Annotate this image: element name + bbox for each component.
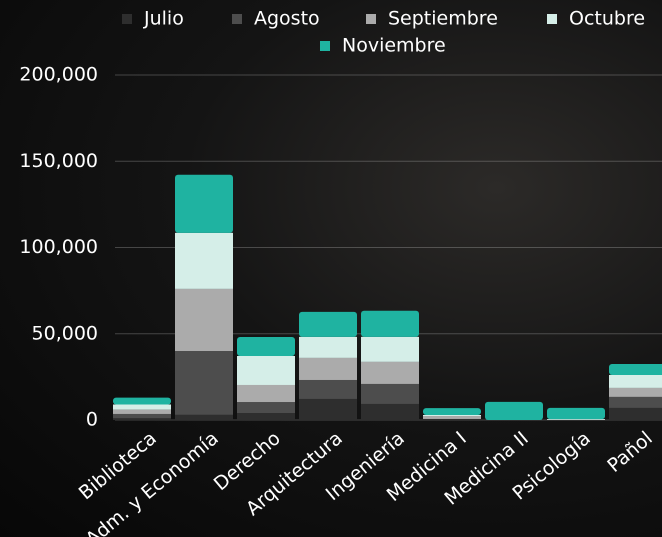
bar-segment xyxy=(175,414,233,420)
bar-segment xyxy=(361,383,419,404)
bar-segment xyxy=(113,404,171,410)
bar-segment xyxy=(609,407,662,420)
bar-segment xyxy=(113,413,171,419)
bar-segment xyxy=(113,418,171,420)
bar-segment xyxy=(423,414,481,417)
legend-marker xyxy=(366,14,376,24)
bar-segment xyxy=(175,351,233,415)
bar-segment xyxy=(609,374,662,388)
legend-marker xyxy=(122,14,132,24)
bar-segment xyxy=(237,413,295,420)
bar-segment xyxy=(299,357,357,380)
bar-segment xyxy=(299,336,357,358)
bar-segment xyxy=(609,396,662,408)
bar-segment xyxy=(423,416,481,419)
y-tick-label: 150,000 xyxy=(19,150,98,172)
bar-segment xyxy=(237,402,295,414)
legend-label: Julio xyxy=(143,8,184,30)
y-tick-label: 200,000 xyxy=(19,64,98,86)
bar-segment xyxy=(547,407,605,420)
bar-segment xyxy=(423,418,481,420)
bar-segment xyxy=(175,288,233,351)
bar-segment xyxy=(361,336,419,362)
bar-segment xyxy=(361,361,419,384)
x-tick-label: Pañol xyxy=(603,427,656,477)
bar-segment xyxy=(609,363,662,375)
legend-marker xyxy=(232,14,242,24)
bar-segment xyxy=(113,409,171,414)
bar-segment xyxy=(175,174,233,233)
legend-label: Noviembre xyxy=(342,35,446,57)
bar-segment xyxy=(237,337,295,357)
y-tick-label: 50,000 xyxy=(32,322,98,344)
legend-marker xyxy=(547,14,557,24)
legend-label: Septiembre xyxy=(388,8,498,30)
bar-segment xyxy=(299,311,357,337)
bar-segment xyxy=(361,403,419,420)
bar-segment xyxy=(361,310,419,337)
bar-segment xyxy=(485,401,543,420)
y-tick-label: 0 xyxy=(86,409,98,431)
legend-label: Agosto xyxy=(254,8,320,30)
bar-segment xyxy=(299,379,357,399)
bar-segment xyxy=(299,398,357,420)
bar-segment xyxy=(237,356,295,385)
bar-segment xyxy=(423,408,481,415)
y-tick-label: 100,000 xyxy=(19,236,98,258)
bar-segment xyxy=(237,384,295,403)
bar-segment xyxy=(175,232,233,289)
bar-segment xyxy=(113,397,171,405)
bar-segment xyxy=(609,387,662,397)
legend-label: Octubre xyxy=(569,8,645,30)
bar-segment xyxy=(547,419,605,420)
legend-marker xyxy=(320,41,330,51)
